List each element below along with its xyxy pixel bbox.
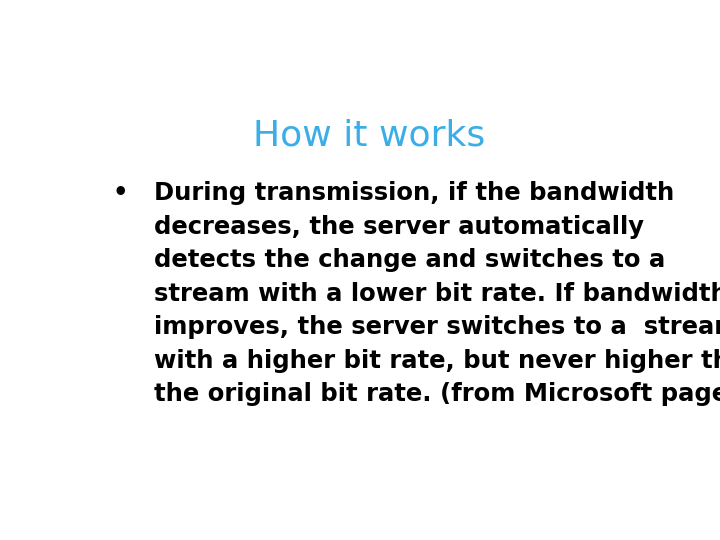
Text: •: • [113,181,128,205]
Text: How it works: How it works [253,119,485,153]
Text: During transmission, if the bandwidth
decreases, the server automatically
detect: During transmission, if the bandwidth de… [154,181,720,406]
